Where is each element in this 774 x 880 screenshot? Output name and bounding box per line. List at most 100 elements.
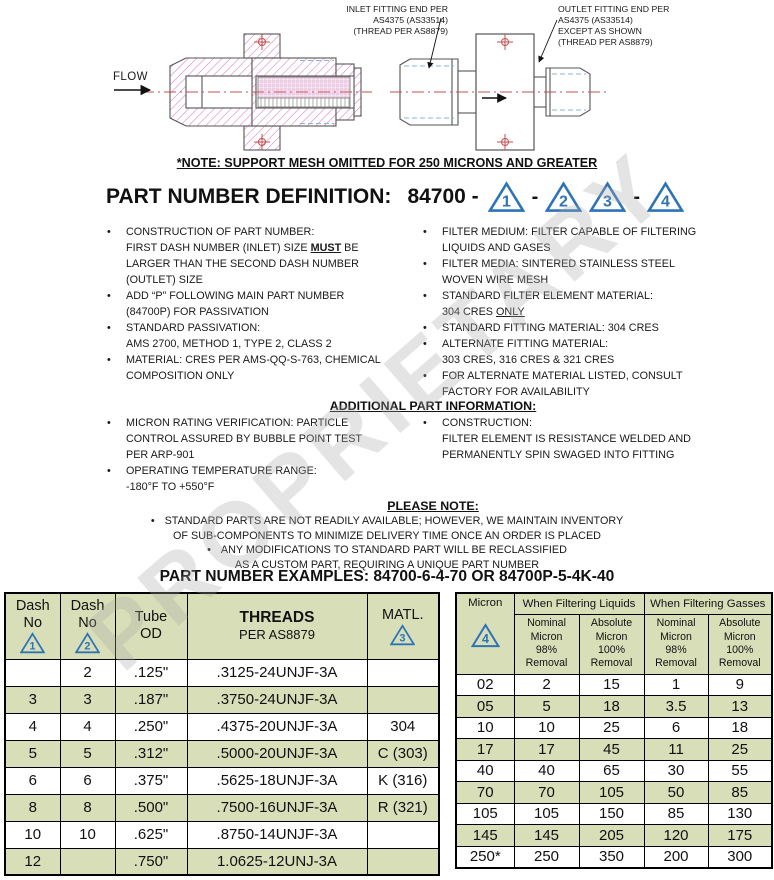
please-note-list: • STANDARD PARTS ARE NOT READILY AVAILABL… bbox=[0, 514, 774, 572]
micron-table-cell: 17 bbox=[455, 738, 515, 761]
svg-text:3: 3 bbox=[400, 632, 406, 644]
part-number-definition-title: PART NUMBER DEFINITION: bbox=[106, 185, 392, 208]
size-table-cell bbox=[4, 658, 61, 687]
size-table-cell: 3 bbox=[4, 685, 61, 714]
size-column-header: Dash No 1 bbox=[4, 592, 61, 660]
micron-table-row: 70 70 105 50 85 bbox=[455, 781, 773, 804]
support-mesh-note: *NOTE: SUPPORT MESH OMITTED FOR 250 MICR… bbox=[176, 156, 598, 170]
svg-text:1: 1 bbox=[502, 194, 511, 211]
size-table-cell: .375" bbox=[114, 766, 188, 795]
definition-left-list: CONSTRUCTION OF PART NUMBER:FIRST DASH N… bbox=[102, 224, 414, 400]
size-table-cell: .625" bbox=[114, 820, 188, 849]
bullet-item: CONSTRUCTION OF PART NUMBER:FIRST DASH N… bbox=[102, 224, 414, 288]
delta-1-icon: 1 bbox=[487, 181, 525, 212]
micron-table-cell: 65 bbox=[578, 759, 645, 782]
micron-table-cell: 11 bbox=[643, 738, 709, 761]
center-mark-icon bbox=[497, 34, 513, 50]
size-table-cell: .187" bbox=[114, 685, 188, 714]
micron-sub-header: Absolute Micron 100% Removal bbox=[707, 613, 773, 675]
size-table-cell: K (316) bbox=[366, 766, 440, 795]
size-table-cell: .750" bbox=[114, 847, 188, 876]
size-table-cell: 3 bbox=[59, 685, 116, 714]
size-table-cell bbox=[366, 820, 440, 849]
micron-table-row: 250* 250 350 200 300 bbox=[455, 845, 773, 868]
micron-sub-header: Nominal Micron 98% Removal bbox=[513, 613, 580, 675]
micron-table-cell: 250* bbox=[455, 845, 515, 868]
definition-columns: CONSTRUCTION OF PART NUMBER:FIRST DASH N… bbox=[102, 224, 764, 400]
outlet-fitting-label: OUTLET FITTING END PER AS4375 (AS33514) EX… bbox=[558, 4, 670, 47]
micron-table-cell: 85 bbox=[707, 781, 773, 804]
size-table-cell: .125" bbox=[114, 658, 188, 687]
micron-table-cell: 250 bbox=[513, 845, 580, 868]
micron-table-cell: 145 bbox=[455, 824, 515, 847]
micron-table-head: Micron 4 When Filtering Liquids When Filter… bbox=[455, 592, 773, 675]
svg-text:4: 4 bbox=[482, 632, 489, 646]
delta-2-icon: 2 bbox=[545, 181, 583, 212]
size-table-cell: 5 bbox=[4, 739, 61, 768]
flow-label: FLOW bbox=[113, 71, 148, 83]
center-mark-icon bbox=[254, 34, 270, 50]
micron-table-cell: 05 bbox=[455, 695, 515, 718]
additional-left-list: MICRON RATING VERIFICATION: PARTICLECONT… bbox=[102, 415, 414, 495]
micron-table-cell: 25 bbox=[578, 716, 645, 739]
micron-sub-header-row: Nominal Micron 98% Removal Absolute Micron 100… bbox=[456, 613, 773, 675]
micron-table-cell: 40 bbox=[513, 759, 580, 782]
micron-table-row: 105 105 150 85 130 bbox=[455, 802, 773, 825]
size-table-cell bbox=[366, 658, 440, 687]
size-column-header: THREADS PER AS8879 bbox=[186, 592, 368, 660]
size-table-cell: .3125-24UNJF-3A bbox=[186, 658, 368, 687]
delta-3-icon: 3 bbox=[589, 181, 627, 212]
size-table-cell: .7500-16UNJF-3A bbox=[186, 793, 368, 822]
size-table-cell: .5000-20UNJF-3A bbox=[186, 739, 368, 768]
micron-table-cell: 10 bbox=[513, 716, 580, 739]
micron-table-cell: 105 bbox=[455, 802, 515, 825]
micron-table-cell: 10 bbox=[455, 716, 515, 739]
size-table-cell: 1.0625-12UNJ-3A bbox=[186, 847, 368, 876]
size-table: Dash No 1 Dash No 2 Tube OD THREADS PER AS8879 MAT… bbox=[4, 592, 440, 876]
part-number-examples: PART NUMBER EXAMPLES: 84700-6-4-70 OR 84… bbox=[159, 568, 615, 585]
size-table-cell: .8750-14UNJF-3A bbox=[186, 820, 368, 849]
size-table-cell: 8 bbox=[59, 793, 116, 822]
arrows bbox=[114, 17, 558, 103]
size-column-header: Dash No 2 bbox=[59, 592, 116, 660]
size-table-row: 5 5.312" .5000-20UNJF-3A C (303) bbox=[4, 739, 440, 768]
micron-table-cell: 105 bbox=[513, 802, 580, 825]
center-mark-icon bbox=[254, 134, 270, 150]
inlet-leader-line bbox=[427, 17, 442, 69]
bullet-item: CONSTRUCTION:FILTER ELEMENT IS RESISTANC… bbox=[418, 415, 764, 463]
centerlines bbox=[142, 34, 606, 150]
size-table-cell: 6 bbox=[4, 766, 61, 795]
micron-table-cell: 55 bbox=[707, 759, 773, 782]
size-table-row: 12 .750" 1.0625-12UNJ-3A bbox=[4, 847, 440, 876]
bullet-icon: • bbox=[150, 515, 155, 527]
micron-sub-header: Absolute Micron 100% Removal bbox=[578, 613, 645, 675]
micron-group-header-row: Micron 4 When Filtering Liquids When Filter… bbox=[455, 592, 773, 675]
bullet-item: STANDARD PASSIVATION:AMS 2700, METHOD 1,… bbox=[102, 320, 414, 352]
bullet-item: MICRON RATING VERIFICATION: PARTICLECONT… bbox=[102, 415, 414, 463]
svg-text:1: 1 bbox=[30, 641, 36, 653]
bullet-item: STANDARD FITTING MATERIAL: 304 CRES bbox=[418, 320, 764, 336]
micron-table-cell: 150 bbox=[578, 802, 645, 825]
svg-text:2: 2 bbox=[559, 194, 568, 211]
bullet-item: FOR ALTERNATE MATERIAL LISTED, CONSULTFA… bbox=[418, 368, 764, 400]
size-table-cell: 10 bbox=[4, 820, 61, 849]
additional-info-heading: ADDITIONAL PART INFORMATION: bbox=[329, 399, 537, 413]
micron-table-cell: 2 bbox=[513, 673, 580, 696]
micron-table-cell: 9 bbox=[707, 673, 773, 696]
additional-right-list: CONSTRUCTION:FILTER ELEMENT IS RESISTANC… bbox=[414, 415, 764, 495]
size-table-cell: 304 bbox=[366, 712, 440, 741]
size-column-header: Tube OD bbox=[114, 592, 188, 660]
size-table-row: 2.125" .3125-24UNJF-3A bbox=[4, 658, 440, 687]
micron-table-cell: 105 bbox=[578, 781, 645, 804]
size-table-cell: C (303) bbox=[366, 739, 440, 768]
micron-table-cell: 25 bbox=[707, 738, 773, 761]
size-column-header: MATL. 3 bbox=[366, 592, 440, 660]
size-table-body: 2.125" .3125-24UNJF-3A 3 3.187" .3750-24UNJF… bbox=[4, 658, 440, 876]
micron-group-header: When Filtering Liquids bbox=[513, 592, 645, 615]
bullet-item: ALTERNATE FITTING MATERIAL:303 CRES, 316… bbox=[418, 336, 764, 368]
inlet-fitting-section-view bbox=[169, 33, 362, 151]
size-table-cell: .4375-20UNJF-3A bbox=[186, 712, 368, 741]
micron-table: Micron 4 When Filtering Liquids When Filter… bbox=[455, 592, 774, 869]
micron-table-cell: 40 bbox=[455, 759, 515, 782]
part-number-definition-row: PART NUMBER DEFINITION: 84700 - 1 - 2 3 - 4 bbox=[106, 181, 685, 213]
